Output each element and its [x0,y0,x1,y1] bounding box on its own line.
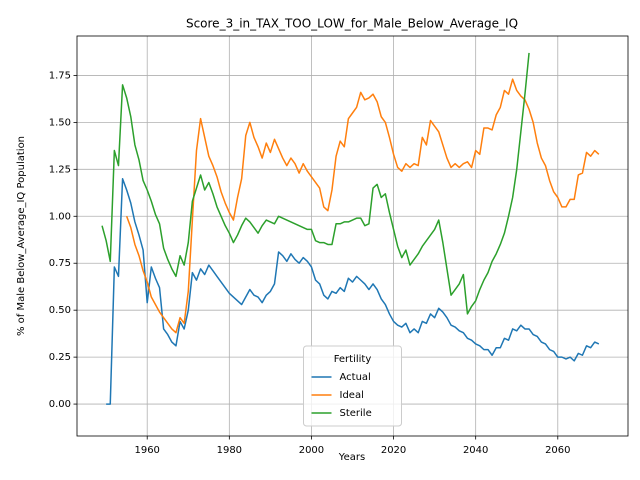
y-tick-label: 1.75 [49,70,71,81]
plot-frame [76,35,629,437]
series-line [125,78,600,334]
legend-label: Sterile [340,408,372,419]
legend-box [303,345,402,427]
x-tick-label: 2020 [381,445,406,456]
x-tick-label: 2000 [299,445,324,456]
x-axis-label: Years [338,452,365,463]
y-tick-label: 1.00 [49,211,71,222]
y-tick-label: 0.00 [49,399,71,410]
series-line [106,177,600,405]
legend-label: Actual [340,372,371,383]
legend-title: Fertility [334,354,372,365]
chart-title: Score_3_in_TAX_TOO_LOW_for_Male_Below_Av… [186,17,518,31]
x-tick-label: 2040 [463,445,488,456]
x-tick-label: 1960 [134,445,159,456]
series-line [101,52,530,315]
legend: Fertility Actual Ideal Sterile [303,345,402,427]
y-tick-label: 0.50 [49,305,71,316]
y-tick-label: 1.25 [49,164,71,175]
y-tick-label: 1.50 [49,117,71,128]
y-tick-label: 0.25 [49,352,71,363]
y-axis-label: % of Male Below_Average_IQ Population [16,136,27,336]
x-tick-label: 2060 [545,445,570,456]
legend-label: Ideal [340,390,364,401]
x-tick-label: 1980 [217,445,242,456]
y-tick-label: 0.75 [49,258,71,269]
